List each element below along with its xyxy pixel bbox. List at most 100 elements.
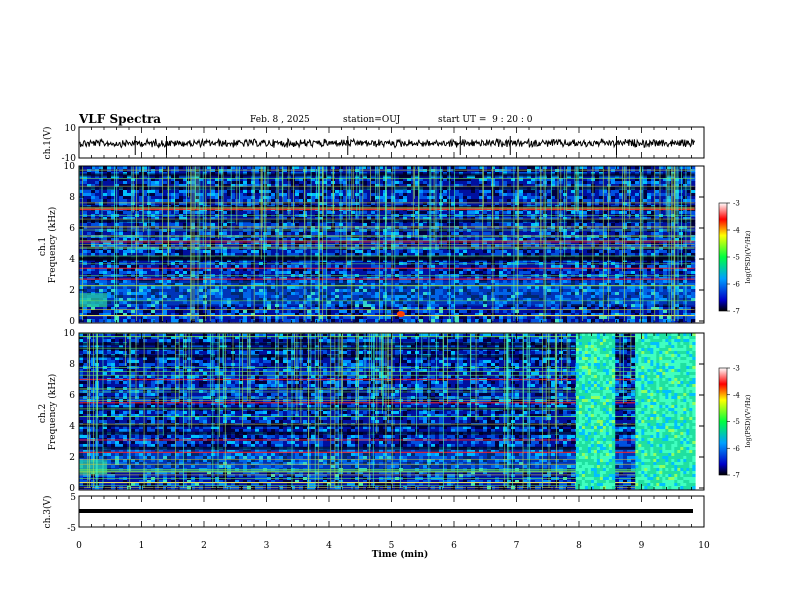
spectrogram-cell bbox=[87, 196, 92, 200]
spectrogram-cell bbox=[139, 307, 144, 311]
spectrogram-cell bbox=[395, 193, 400, 197]
spectrogram-cell bbox=[363, 250, 368, 254]
spectrogram-cell bbox=[223, 280, 228, 284]
spectrogram-cell bbox=[443, 193, 448, 197]
spectrogram-cell bbox=[199, 181, 204, 185]
spectrogram-cell bbox=[87, 244, 92, 248]
spectrogram-cell bbox=[215, 184, 220, 188]
spectrogram-cell bbox=[123, 223, 128, 227]
spectrogram-cell bbox=[227, 268, 232, 272]
spectrogram-cell bbox=[255, 193, 260, 197]
spectrogram-cell bbox=[167, 199, 172, 203]
spectrogram-cell bbox=[215, 196, 220, 200]
spectrogram-cell bbox=[263, 271, 268, 275]
spectrogram-cell bbox=[287, 283, 292, 287]
spectrogram-cell bbox=[167, 229, 172, 233]
spectrogram-cell bbox=[115, 280, 120, 284]
spectrogram-cell bbox=[131, 241, 136, 245]
spectrogram-cell bbox=[235, 319, 240, 323]
spectrogram-cell bbox=[143, 265, 148, 269]
spectrogram-cell bbox=[115, 244, 120, 248]
spectrogram-cell bbox=[135, 283, 140, 287]
spectrogram-cell bbox=[163, 229, 168, 233]
spectrogram-cell bbox=[127, 301, 132, 305]
spectrogram-cell bbox=[307, 283, 312, 287]
spectrogram-cell bbox=[383, 229, 388, 233]
spectrogram-cell bbox=[427, 271, 432, 275]
spectrogram-cell bbox=[279, 304, 284, 308]
spectrogram-cell bbox=[95, 193, 100, 197]
spectrogram-cell bbox=[119, 229, 124, 233]
spectrogram-cell bbox=[79, 238, 84, 242]
spectrogram-cell bbox=[227, 175, 232, 179]
spectrogram-cell bbox=[231, 283, 236, 287]
spectrogram-cell bbox=[423, 319, 428, 323]
spectrogram-cell bbox=[135, 280, 140, 284]
spectrogram-cell bbox=[91, 169, 96, 173]
spectrogram-cell bbox=[239, 295, 244, 299]
spectrogram-cell bbox=[339, 310, 344, 314]
spectrogram-cell bbox=[163, 202, 168, 206]
spectrogram-cell bbox=[227, 304, 232, 308]
spectrogram-cell bbox=[331, 271, 336, 275]
spectrogram-cell bbox=[123, 196, 128, 200]
spectrogram-cell bbox=[211, 298, 216, 302]
spectrogram-cell bbox=[167, 175, 172, 179]
spectrogram-cell bbox=[207, 268, 212, 272]
spectrogram-cell bbox=[219, 268, 224, 272]
spectrogram-cell bbox=[267, 319, 272, 323]
spectrogram-cell bbox=[215, 241, 220, 245]
spectrogram-cell bbox=[235, 313, 240, 317]
spectrogram-cell bbox=[187, 202, 192, 206]
spectrogram-cell bbox=[171, 292, 176, 296]
spectrogram-cell bbox=[291, 286, 296, 290]
spectrogram-cell bbox=[95, 316, 100, 320]
spectrogram-cell bbox=[307, 166, 312, 170]
spectrogram-cell bbox=[123, 280, 128, 284]
spectrogram-cell bbox=[179, 295, 184, 299]
spectrogram-cell bbox=[115, 286, 120, 290]
spectrogram-cell bbox=[139, 193, 144, 197]
spectrogram-cell bbox=[155, 241, 160, 245]
spectrogram-cell bbox=[187, 232, 192, 236]
spectrogram-cell bbox=[163, 166, 168, 170]
spectrogram-cell bbox=[103, 238, 108, 242]
spectrogram-cell bbox=[267, 316, 272, 320]
spectrogram-cell bbox=[431, 316, 436, 320]
spectrogram-cell bbox=[279, 319, 284, 323]
spectrogram-cell bbox=[247, 229, 252, 233]
spectrogram-cell bbox=[291, 253, 296, 257]
spectrogram-cell bbox=[243, 265, 248, 269]
spectrogram-cell bbox=[103, 193, 108, 197]
spectrogram-cell bbox=[255, 295, 260, 299]
spectrogram-cell bbox=[135, 253, 140, 257]
spectrogram-cell bbox=[83, 316, 88, 320]
spectrogram-cell bbox=[95, 244, 100, 248]
spectrogram-cell bbox=[263, 316, 268, 320]
spectrogram-cell bbox=[283, 178, 288, 182]
spectrogram-cell bbox=[179, 280, 184, 284]
spectrogram-cell bbox=[387, 250, 392, 254]
spectrogram-cell bbox=[155, 175, 160, 179]
spectrogram-cell bbox=[83, 199, 88, 203]
spectrogram-cell bbox=[199, 193, 204, 197]
spectrogram-cell bbox=[79, 181, 84, 185]
spectrogram-cell bbox=[123, 166, 128, 170]
spectrogram-cell bbox=[135, 229, 140, 233]
spectrogram-cell bbox=[191, 202, 196, 206]
spectrogram-cell bbox=[95, 181, 100, 185]
spectrogram-cell bbox=[231, 202, 236, 206]
spectrogram-cell bbox=[363, 202, 368, 206]
spectrogram-cell bbox=[267, 196, 272, 200]
spectrogram-cell bbox=[311, 250, 316, 254]
spectrogram-cell bbox=[127, 283, 132, 287]
spectrogram-cell bbox=[107, 250, 112, 254]
spectrogram-cell bbox=[95, 253, 100, 257]
spectrogram-cell bbox=[115, 268, 120, 272]
spectrogram-cell bbox=[179, 217, 184, 221]
spectrogram-cell bbox=[247, 241, 252, 245]
spectrogram-cell bbox=[375, 211, 380, 215]
spectrogram-cell bbox=[111, 283, 116, 287]
spectrogram-cell bbox=[347, 229, 352, 233]
spectrogram-cell bbox=[431, 199, 436, 203]
